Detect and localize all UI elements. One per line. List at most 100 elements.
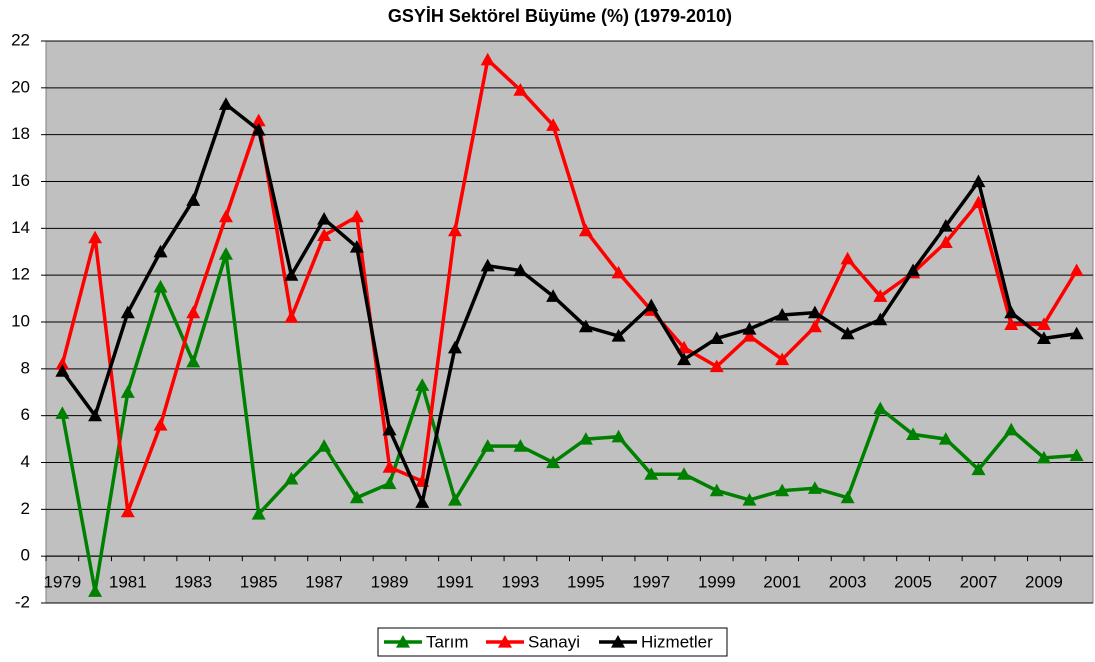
- data-point: [251, 113, 266, 127]
- data-point: [709, 483, 724, 497]
- data-point: [840, 251, 855, 265]
- data-point: [284, 471, 299, 485]
- data-point: [218, 247, 233, 260]
- data-point: [546, 118, 561, 131]
- data-point: [153, 279, 168, 293]
- data-point: [120, 504, 135, 518]
- data-point: [807, 319, 822, 333]
- data-point: [349, 209, 364, 223]
- y-tick-label: 0: [21, 546, 30, 565]
- data-point: [120, 385, 135, 398]
- data-point: [447, 223, 462, 237]
- data-point: [578, 432, 593, 445]
- data-point: [480, 258, 495, 272]
- x-tick-label: 1995: [567, 573, 605, 592]
- data-point: [709, 331, 724, 344]
- x-tick-label: 1987: [305, 573, 343, 592]
- data-point: [480, 439, 495, 452]
- data-point: [742, 492, 757, 506]
- data-point: [251, 122, 266, 136]
- data-point: [775, 352, 790, 366]
- data-point: [55, 406, 70, 419]
- data-point: [906, 427, 921, 440]
- data-point: [840, 490, 855, 504]
- legend-marker: [498, 635, 512, 648]
- data-point: [873, 289, 888, 302]
- data-point: [447, 492, 462, 506]
- data-point: [153, 418, 168, 431]
- y-tick-label: 22: [11, 30, 30, 49]
- data-point: [677, 467, 692, 480]
- y-tick-label: -2: [15, 592, 30, 611]
- data-point: [578, 223, 593, 237]
- data-point: [1004, 317, 1019, 330]
- data-point: [611, 265, 626, 279]
- x-tick-label: 1997: [632, 573, 670, 592]
- x-tick-label: 1999: [698, 573, 736, 592]
- y-tick-label: 2: [21, 499, 30, 518]
- x-tick-label: 2009: [1025, 573, 1063, 592]
- x-tick-label: 1983: [174, 573, 212, 592]
- x-tick-label: 1989: [371, 573, 409, 592]
- data-point: [1004, 422, 1019, 436]
- data-point: [513, 83, 528, 96]
- data-point: [578, 319, 593, 333]
- data-point: [415, 495, 430, 508]
- y-tick-label: 10: [11, 311, 30, 330]
- data-point: [644, 298, 659, 312]
- data-point: [873, 312, 888, 326]
- data-point: [840, 326, 855, 340]
- data-point: [775, 483, 790, 497]
- data-point: [284, 268, 299, 281]
- data-point: [1069, 448, 1084, 462]
- x-tick-label: 2003: [829, 573, 867, 592]
- chart-title: GSYİH Sektörel Büyüme (%) (1979-2010): [388, 6, 732, 26]
- data-point: [218, 97, 233, 110]
- data-point: [644, 467, 659, 480]
- data-point: [1004, 305, 1019, 319]
- legend-marker: [396, 635, 410, 648]
- data-point: [1069, 263, 1084, 277]
- data-point: [317, 211, 332, 225]
- data-point: [447, 340, 462, 354]
- x-tick-label: 1981: [109, 573, 147, 592]
- x-tick-label: 1985: [240, 573, 278, 592]
- data-point: [88, 230, 103, 244]
- data-point: [55, 357, 70, 370]
- data-point: [677, 352, 692, 366]
- legend-label: Sanayi: [528, 632, 580, 651]
- data-point: [349, 240, 364, 253]
- data-point: [284, 310, 299, 323]
- x-tick-label: 2005: [894, 573, 932, 592]
- x-tick-label: 1993: [502, 573, 540, 592]
- data-point: [546, 289, 561, 302]
- data-point: [906, 263, 921, 277]
- data-point: [382, 460, 397, 473]
- data-point: [1036, 331, 1051, 344]
- data-point: [807, 305, 822, 319]
- y-tick-label: 6: [21, 405, 30, 424]
- data-point: [120, 305, 135, 319]
- data-point: [186, 193, 201, 206]
- y-tick-label: 16: [11, 171, 30, 190]
- data-point: [186, 305, 201, 319]
- x-tick-label: 1979: [43, 573, 81, 592]
- data-point: [546, 455, 561, 469]
- data-point: [382, 476, 397, 490]
- data-point: [382, 422, 397, 436]
- data-point: [938, 432, 953, 445]
- data-point: [873, 401, 888, 415]
- data-point: [938, 235, 953, 248]
- data-point: [88, 584, 103, 597]
- y-tick-label: 18: [11, 124, 30, 143]
- legend-label: Tarım: [426, 632, 469, 651]
- data-point: [153, 244, 168, 258]
- y-tick-label: 20: [11, 77, 30, 96]
- data-point: [611, 329, 626, 342]
- data-point: [742, 322, 757, 335]
- data-point: [317, 228, 332, 241]
- x-tick-label: 1991: [436, 573, 474, 592]
- data-point: [611, 429, 626, 443]
- y-tick-label: 4: [21, 452, 30, 471]
